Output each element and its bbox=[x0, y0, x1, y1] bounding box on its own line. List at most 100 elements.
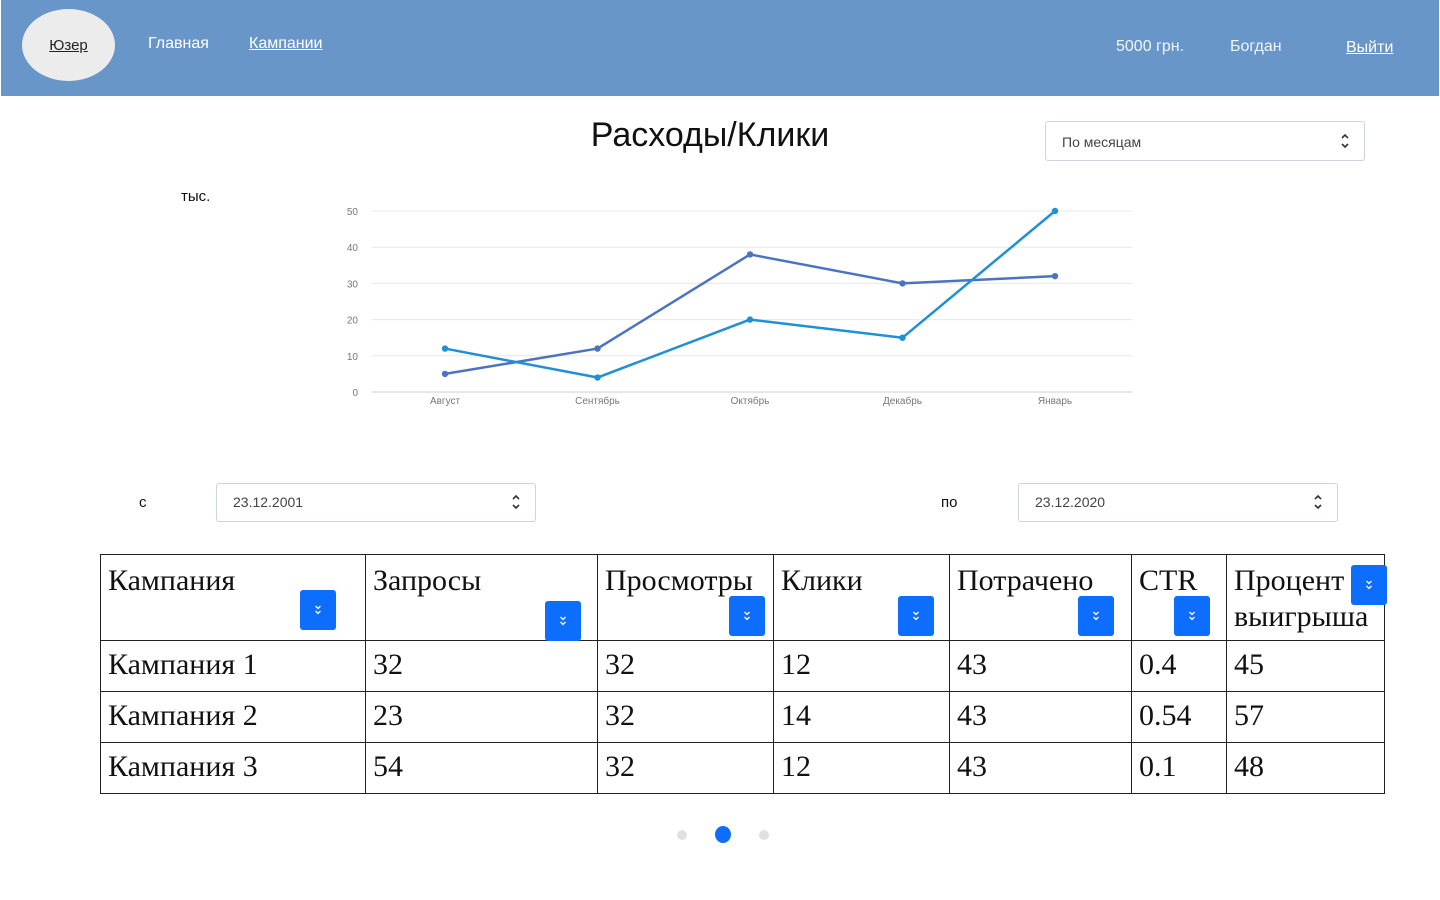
date-to-label: по bbox=[941, 494, 958, 511]
username-text: Богдан bbox=[1230, 38, 1282, 55]
x-tick-label: Декабрь bbox=[883, 395, 922, 407]
data-point bbox=[1051, 272, 1059, 280]
column-header-label: Просмотры bbox=[605, 564, 753, 597]
column-header-label: Процент выигрыша bbox=[1234, 564, 1369, 633]
date-from-label: с bbox=[139, 494, 147, 511]
table-cell: 48 bbox=[1226, 742, 1385, 794]
sort-chevrons-icon bbox=[560, 616, 566, 626]
column-header-label: Клики bbox=[781, 564, 863, 597]
sort-views-button[interactable] bbox=[729, 596, 765, 636]
table-cell: 43 bbox=[949, 640, 1132, 692]
column-header-ctr: CTR bbox=[1131, 554, 1227, 641]
nav-campaigns-link[interactable]: Кампании bbox=[249, 35, 323, 52]
table-header-row: Кампания Запросы Просмотры bbox=[100, 554, 1387, 641]
y-tick-label: 40 bbox=[347, 243, 359, 254]
column-header-win-rate: Процент выигрыша bbox=[1226, 554, 1387, 641]
column-header-clicks: Клики bbox=[773, 554, 950, 641]
table-cell: Кампания 3 bbox=[100, 742, 366, 794]
x-tick-label: Август bbox=[430, 396, 461, 407]
date-from-select[interactable]: 23.12.2001 bbox=[216, 483, 536, 522]
top-navbar: Юзер Главная Кампании 5000 грн. Богдан В… bbox=[1, 0, 1439, 96]
x-tick-label: Октябрь bbox=[731, 395, 770, 407]
date-to-select[interactable]: 23.12.2020 bbox=[1018, 483, 1338, 522]
chart-unit-label: тыс. bbox=[181, 188, 211, 205]
data-point bbox=[899, 280, 906, 287]
column-header-label: Кампания bbox=[108, 564, 236, 597]
table-cell: 43 bbox=[949, 742, 1132, 794]
data-point bbox=[746, 251, 754, 258]
period-select-value: По месяцам bbox=[1062, 134, 1142, 150]
x-tick-label: Январь bbox=[1038, 396, 1072, 407]
sort-chevrons-icon bbox=[1189, 611, 1195, 621]
pagination-dot-1[interactable] bbox=[677, 830, 687, 840]
pagination-dot-2-active[interactable] bbox=[715, 826, 731, 843]
data-point bbox=[594, 345, 601, 352]
sort-chevrons-icon bbox=[1366, 580, 1372, 590]
sort-spent-button[interactable] bbox=[1078, 596, 1114, 636]
pagination-dots bbox=[0, 826, 1440, 846]
sort-chevrons-icon bbox=[315, 605, 321, 615]
data-point bbox=[746, 316, 754, 323]
data-point bbox=[441, 345, 449, 352]
select-arrows-icon bbox=[1314, 494, 1322, 510]
sort-chevrons-icon bbox=[1093, 611, 1099, 621]
date-to-value: 23.12.2020 bbox=[1035, 494, 1106, 510]
sort-win-rate-button[interactable] bbox=[1351, 565, 1387, 605]
table-cell: 12 bbox=[773, 640, 950, 692]
column-header-label: Потрачено bbox=[957, 564, 1094, 597]
nav-home-link[interactable]: Главная bbox=[148, 35, 209, 52]
column-header-label: Запросы bbox=[373, 564, 482, 597]
page-title: Расходы/Клики bbox=[590, 116, 830, 154]
pagination-dot-3[interactable] bbox=[759, 830, 769, 840]
sort-ctr-button[interactable] bbox=[1174, 596, 1210, 636]
select-arrows-icon bbox=[512, 494, 520, 510]
date-from-value: 23.12.2001 bbox=[233, 494, 304, 510]
data-point bbox=[441, 370, 449, 378]
x-tick-label: Сентябрь bbox=[575, 395, 620, 407]
column-header-spent: Потрачено bbox=[949, 554, 1132, 641]
data-point bbox=[1051, 207, 1059, 215]
logout-link[interactable]: Выйти bbox=[1346, 39, 1394, 56]
table-cell: 43 bbox=[949, 691, 1132, 743]
table-cell: 32 bbox=[597, 691, 774, 743]
y-tick-label: 10 bbox=[347, 352, 359, 363]
y-tick-label: 30 bbox=[347, 279, 359, 290]
table-cell: Кампания 2 bbox=[100, 691, 366, 743]
line-chart: 0 10 20 30 40 50 Август Сентябрь Октябрь Декабрь Я… bbox=[347, 207, 1132, 407]
table-cell: 32 bbox=[597, 742, 774, 794]
balance-text: 5000 грн. bbox=[1116, 38, 1185, 55]
data-point bbox=[594, 374, 601, 381]
sort-clicks-button[interactable] bbox=[898, 596, 934, 636]
column-header-requests: Запросы bbox=[365, 554, 598, 641]
table-cell: 0.54 bbox=[1131, 691, 1227, 743]
y-tick-label: 50 bbox=[347, 207, 359, 218]
select-arrows-icon bbox=[1341, 133, 1349, 149]
y-tick-label: 0 bbox=[352, 388, 358, 399]
table-row: Кампания 3 54 32 12 43 0.1 48 bbox=[100, 742, 1385, 794]
table-cell: 54 bbox=[365, 742, 598, 794]
user-avatar-link[interactable]: Юзер bbox=[22, 9, 115, 81]
table-row: Кампания 2 23 32 14 43 0.54 57 bbox=[100, 691, 1385, 743]
y-tick-label: 20 bbox=[347, 316, 359, 327]
campaigns-table-container: Кампания Запросы Просмотры bbox=[100, 554, 1387, 794]
table-cell: Кампания 1 bbox=[100, 640, 366, 692]
table-cell: 32 bbox=[365, 640, 598, 692]
table-cell: 45 bbox=[1226, 640, 1385, 692]
table-cell: 12 bbox=[773, 742, 950, 794]
table-cell: 0.4 bbox=[1131, 640, 1227, 692]
table-cell: 57 bbox=[1226, 691, 1385, 743]
period-select[interactable]: По месяцам bbox=[1045, 121, 1365, 161]
campaigns-table: Кампания Запросы Просмотры bbox=[100, 554, 1387, 794]
column-header-label: CTR bbox=[1139, 564, 1198, 597]
table-cell: 23 bbox=[365, 691, 598, 743]
table-cell: 0.1 bbox=[1131, 742, 1227, 794]
series-line-2 bbox=[444, 210, 1056, 379]
sort-chevrons-icon bbox=[913, 611, 919, 621]
table-row: Кампания 1 32 32 12 43 0.4 45 bbox=[100, 640, 1385, 692]
column-header-views: Просмотры bbox=[597, 554, 774, 641]
data-point bbox=[899, 334, 906, 341]
sort-campaign-button[interactable] bbox=[300, 590, 336, 630]
column-header-campaign: Кампания bbox=[100, 554, 366, 641]
sort-requests-button[interactable] bbox=[545, 601, 581, 641]
sort-chevrons-icon bbox=[744, 611, 750, 621]
